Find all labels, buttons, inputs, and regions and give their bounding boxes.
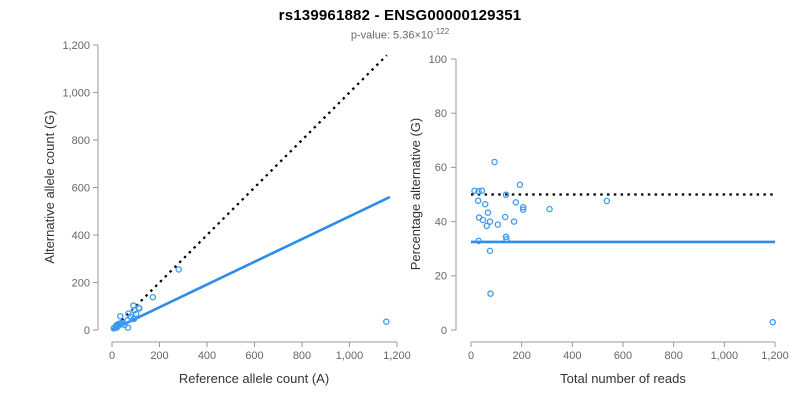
x-tick-label: 800 — [293, 350, 311, 362]
chart-header: rs139961882 - ENSG00000129351 p-value: 5… — [0, 0, 800, 42]
x-tick-label: 400 — [563, 350, 581, 362]
x-tick-label: 0 — [468, 350, 474, 362]
y-axis-title: Percentage alternative (G) — [408, 118, 423, 270]
x-tick-label: 800 — [664, 350, 682, 362]
plot-subtitle: p-value: 5.36×10-122 — [0, 27, 800, 42]
data-point — [117, 321, 125, 328]
y-tick-label: 600 — [72, 182, 90, 194]
data-point — [175, 266, 182, 273]
y-tick-label: 0 — [84, 325, 90, 337]
data-point — [519, 206, 527, 213]
pvalue-text: p-value: 5.36×10 — [350, 29, 434, 42]
y-tick-label: 100 — [429, 54, 447, 66]
plot-title: rs139961882 - ENSG00000129351 — [278, 7, 522, 24]
left-scatter-plot: 0 200 400 600 800 1,000 1,200 0 200 400 600 800 1,00… — [42, 40, 411, 386]
data-point — [502, 191, 510, 199]
y-tick-label: 1,000 — [62, 87, 90, 99]
x-tick-label: 1,000 — [711, 350, 739, 362]
x-tick-label: 200 — [512, 350, 530, 362]
data-point — [475, 187, 482, 195]
right-scatter-plot: 0 20 40 60 80 100 0 200 400 600 800 1,000 1,200 Total… — [408, 54, 789, 386]
data-point — [475, 237, 482, 245]
x-tick-label: 1,000 — [336, 350, 364, 362]
x-tick-label: 400 — [198, 350, 216, 362]
y-tick-label: 400 — [72, 230, 90, 242]
data-point — [769, 318, 776, 326]
x-tick-label: 1,200 — [383, 350, 411, 362]
data-point — [124, 324, 132, 331]
data-point — [479, 216, 487, 224]
identity-line — [111, 54, 388, 331]
y-tick-label: 60 — [435, 162, 447, 174]
data-point — [136, 305, 143, 312]
x-tick-label: 1,200 — [761, 350, 789, 362]
data-point — [501, 213, 509, 221]
y-tick-label: 800 — [72, 135, 90, 147]
data-point — [512, 199, 520, 206]
data-point — [494, 221, 502, 228]
data-point — [519, 203, 527, 211]
x-axis-title: Reference allele count (A) — [179, 371, 329, 386]
data-point — [503, 235, 510, 243]
data-point — [149, 293, 157, 301]
y-tick-label: 80 — [435, 108, 447, 120]
data-point — [117, 312, 124, 320]
regression-line — [111, 195, 391, 332]
y-tick-label: 200 — [72, 277, 90, 289]
data-point — [124, 317, 131, 324]
y-tick-label: 40 — [435, 216, 447, 228]
data-point — [481, 201, 489, 208]
data-point — [486, 218, 494, 225]
data-point — [603, 197, 611, 205]
data-point — [471, 187, 478, 194]
pvalue-exponent: -122 — [433, 27, 450, 36]
data-point — [486, 247, 494, 255]
data-point — [113, 324, 121, 331]
x-tick-label: 0 — [109, 350, 115, 362]
data-point — [491, 158, 498, 166]
data-point — [546, 205, 553, 213]
data-point — [130, 315, 138, 323]
data-point — [487, 290, 494, 297]
data-point — [383, 318, 390, 325]
y-axis-title: Alternative allele count (G) — [42, 110, 57, 263]
y-tick-label: 1,200 — [62, 40, 90, 52]
data-point — [484, 209, 492, 216]
x-axis-title: Total number of reads — [560, 371, 686, 386]
y-tick-label: 20 — [435, 271, 447, 283]
x-tick-label: 600 — [245, 350, 263, 362]
data-point — [510, 218, 518, 225]
data-point — [478, 187, 486, 194]
x-tick-label: 600 — [614, 350, 632, 362]
y-tick-label: 0 — [441, 325, 447, 337]
x-tick-label: 200 — [150, 350, 168, 362]
data-point — [516, 181, 524, 188]
data-point — [483, 222, 490, 230]
data-point — [474, 197, 482, 204]
